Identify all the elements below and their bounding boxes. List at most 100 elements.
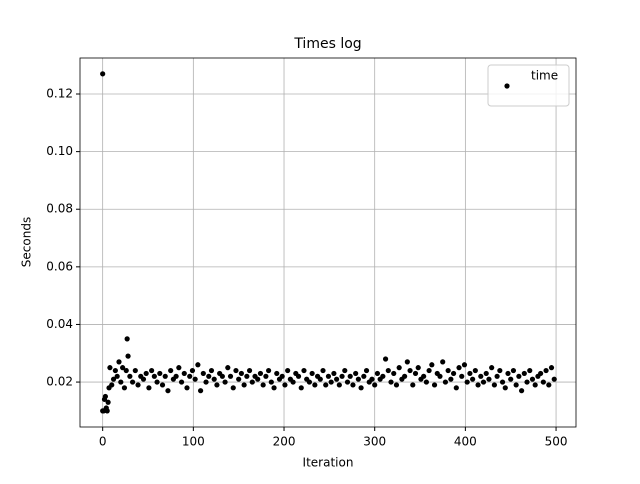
point [206,373,212,379]
point [448,376,454,382]
y-tick-label: 0.08 [46,202,73,216]
point [123,367,129,374]
point [102,393,108,400]
point [325,373,332,379]
point [266,367,272,374]
point [331,370,337,377]
point [246,367,253,374]
point [475,382,481,388]
x-tick-label: 200 [273,435,296,449]
x-tick-label: 0 [99,435,107,449]
point [120,365,126,371]
point [497,367,503,374]
point [339,373,345,379]
point [104,408,110,414]
point [109,382,115,388]
point [410,382,416,388]
y-tick-label: 0.06 [46,259,73,273]
point [502,385,508,391]
point [200,370,206,377]
point [107,365,113,371]
point [344,379,351,385]
point [374,370,381,377]
y-tick-label: 0.10 [46,144,73,158]
point [355,376,361,382]
x-tick-label: 100 [182,435,205,449]
point [184,385,190,391]
point [442,379,449,385]
point [516,373,522,379]
point [323,382,329,388]
point [508,376,514,382]
x-tick-label: 300 [363,435,386,449]
point [546,382,552,388]
points [100,71,557,414]
point [203,379,209,385]
point [211,376,217,382]
point [388,379,394,385]
point [358,385,364,391]
point [440,359,446,365]
point [135,382,141,388]
point [127,373,133,379]
point [227,373,234,379]
point [154,379,160,385]
point [412,370,419,377]
point [369,376,375,382]
point [385,367,391,374]
point [391,370,397,377]
point [157,370,163,377]
point [197,388,204,394]
point [114,373,120,379]
point [195,362,201,368]
point [382,356,389,362]
point [208,367,215,374]
point [116,359,122,365]
point [312,382,318,388]
point [159,382,166,388]
point [540,379,546,385]
point [151,373,157,379]
y-tick-label: 0.04 [46,317,73,331]
point [255,376,261,382]
point [467,370,473,377]
y-tick-label: 0.12 [46,87,73,101]
point [521,370,527,377]
chart-title: Times log [293,36,361,52]
point [140,376,147,382]
point [285,367,291,374]
point [347,373,353,379]
point [306,379,313,385]
point [100,71,106,77]
legend-marker [504,83,510,89]
point [279,373,285,379]
legend: time [487,64,570,107]
point [445,367,451,374]
point [189,367,196,374]
point [431,382,438,388]
ticks: 0 100 200 300 400 500 0.02 0.04 0.06 0.08 0.10 0.12 [46,87,567,449]
point [149,367,155,374]
point [342,367,348,374]
point [301,367,307,374]
point [518,388,525,394]
point [350,382,356,388]
x-tick-label: 400 [454,435,477,449]
point [241,382,247,388]
point [112,367,118,374]
point [105,399,111,405]
point [317,376,323,382]
point [380,373,386,379]
point [480,379,487,385]
point [456,365,462,371]
point [459,373,465,379]
point [282,382,288,388]
point [290,379,296,385]
point [125,353,131,359]
point [407,367,413,374]
point [110,376,117,382]
point [121,385,128,391]
point [483,370,489,377]
point [192,376,198,382]
y-tick-label: 0.02 [46,375,73,389]
